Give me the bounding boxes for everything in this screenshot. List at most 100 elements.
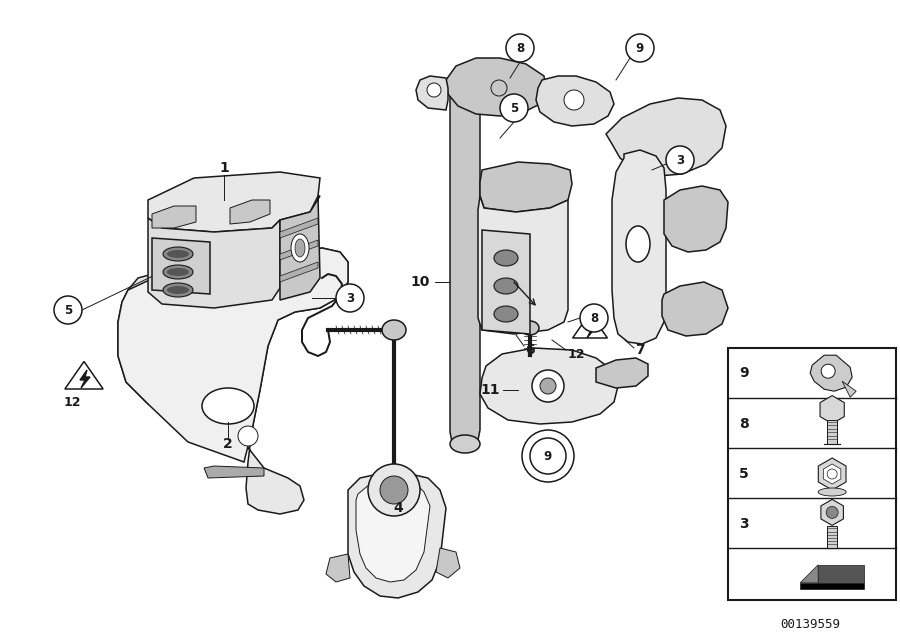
Ellipse shape: [626, 226, 650, 262]
Text: 7: 7: [635, 343, 644, 357]
Circle shape: [821, 364, 835, 378]
Ellipse shape: [295, 239, 305, 257]
Text: 3: 3: [739, 518, 749, 532]
Text: 4: 4: [393, 501, 403, 515]
Ellipse shape: [521, 321, 539, 335]
Text: 2: 2: [223, 437, 233, 451]
Polygon shape: [596, 358, 648, 388]
Polygon shape: [842, 381, 856, 398]
Polygon shape: [810, 355, 852, 391]
Polygon shape: [416, 76, 448, 110]
Polygon shape: [280, 262, 318, 282]
Polygon shape: [436, 548, 460, 578]
Polygon shape: [612, 150, 666, 344]
Polygon shape: [818, 458, 846, 490]
Text: 3: 3: [676, 153, 684, 167]
Text: 9: 9: [739, 366, 749, 380]
Text: 1: 1: [219, 161, 229, 175]
Ellipse shape: [385, 477, 403, 491]
Circle shape: [534, 442, 562, 470]
Polygon shape: [480, 162, 572, 212]
Circle shape: [580, 304, 608, 332]
Polygon shape: [280, 196, 320, 300]
Ellipse shape: [163, 247, 193, 261]
Polygon shape: [230, 200, 270, 224]
Polygon shape: [152, 206, 196, 228]
Polygon shape: [280, 240, 318, 260]
Polygon shape: [478, 196, 568, 334]
Text: 12: 12: [63, 396, 81, 408]
Polygon shape: [450, 80, 480, 448]
Circle shape: [827, 469, 837, 479]
Polygon shape: [728, 348, 896, 600]
Text: 11: 11: [481, 383, 500, 397]
Circle shape: [666, 146, 694, 174]
Ellipse shape: [382, 320, 406, 340]
Circle shape: [336, 284, 364, 312]
Circle shape: [368, 464, 420, 516]
Circle shape: [540, 378, 556, 394]
Polygon shape: [152, 238, 210, 294]
Polygon shape: [586, 320, 596, 338]
Text: 12: 12: [567, 347, 585, 361]
Text: 00139559: 00139559: [780, 618, 840, 630]
Ellipse shape: [448, 71, 482, 93]
Circle shape: [54, 296, 82, 324]
Ellipse shape: [494, 306, 518, 322]
Polygon shape: [148, 218, 280, 308]
Polygon shape: [280, 218, 318, 238]
Circle shape: [427, 83, 441, 97]
Text: 5: 5: [739, 467, 749, 481]
Text: 8: 8: [739, 417, 749, 431]
Ellipse shape: [163, 265, 193, 279]
Circle shape: [532, 370, 564, 402]
Ellipse shape: [167, 250, 189, 258]
Polygon shape: [482, 230, 530, 334]
Ellipse shape: [494, 250, 518, 266]
Circle shape: [238, 426, 258, 446]
Text: 9: 9: [544, 450, 552, 462]
Circle shape: [506, 34, 534, 62]
Polygon shape: [446, 58, 546, 116]
Circle shape: [564, 90, 584, 110]
Circle shape: [522, 430, 574, 482]
Polygon shape: [326, 554, 350, 582]
Circle shape: [491, 80, 507, 96]
Text: 6: 6: [526, 343, 535, 357]
Polygon shape: [536, 76, 614, 126]
Circle shape: [530, 438, 566, 474]
Ellipse shape: [202, 388, 254, 424]
Ellipse shape: [163, 283, 193, 297]
Text: 3: 3: [346, 291, 354, 305]
Text: 5: 5: [64, 303, 72, 317]
Polygon shape: [480, 348, 618, 424]
Polygon shape: [800, 583, 864, 589]
Ellipse shape: [167, 286, 189, 294]
Ellipse shape: [818, 488, 846, 496]
Polygon shape: [118, 248, 348, 514]
Polygon shape: [827, 420, 837, 443]
Polygon shape: [606, 98, 726, 176]
Circle shape: [380, 476, 408, 504]
Polygon shape: [148, 172, 320, 232]
Polygon shape: [348, 474, 446, 598]
Text: 9: 9: [636, 41, 644, 55]
Polygon shape: [824, 464, 841, 484]
Polygon shape: [80, 370, 90, 388]
Ellipse shape: [167, 268, 189, 276]
Circle shape: [500, 94, 528, 122]
Polygon shape: [820, 396, 844, 424]
Circle shape: [626, 34, 654, 62]
Text: 5: 5: [510, 102, 518, 114]
Text: 10: 10: [410, 275, 429, 289]
Polygon shape: [664, 186, 728, 252]
Polygon shape: [818, 565, 864, 583]
Polygon shape: [356, 480, 430, 582]
Polygon shape: [827, 527, 837, 548]
Circle shape: [826, 506, 838, 518]
Polygon shape: [662, 282, 728, 336]
Polygon shape: [204, 466, 264, 478]
Text: 8: 8: [516, 41, 524, 55]
Polygon shape: [118, 248, 348, 462]
Ellipse shape: [494, 278, 518, 294]
